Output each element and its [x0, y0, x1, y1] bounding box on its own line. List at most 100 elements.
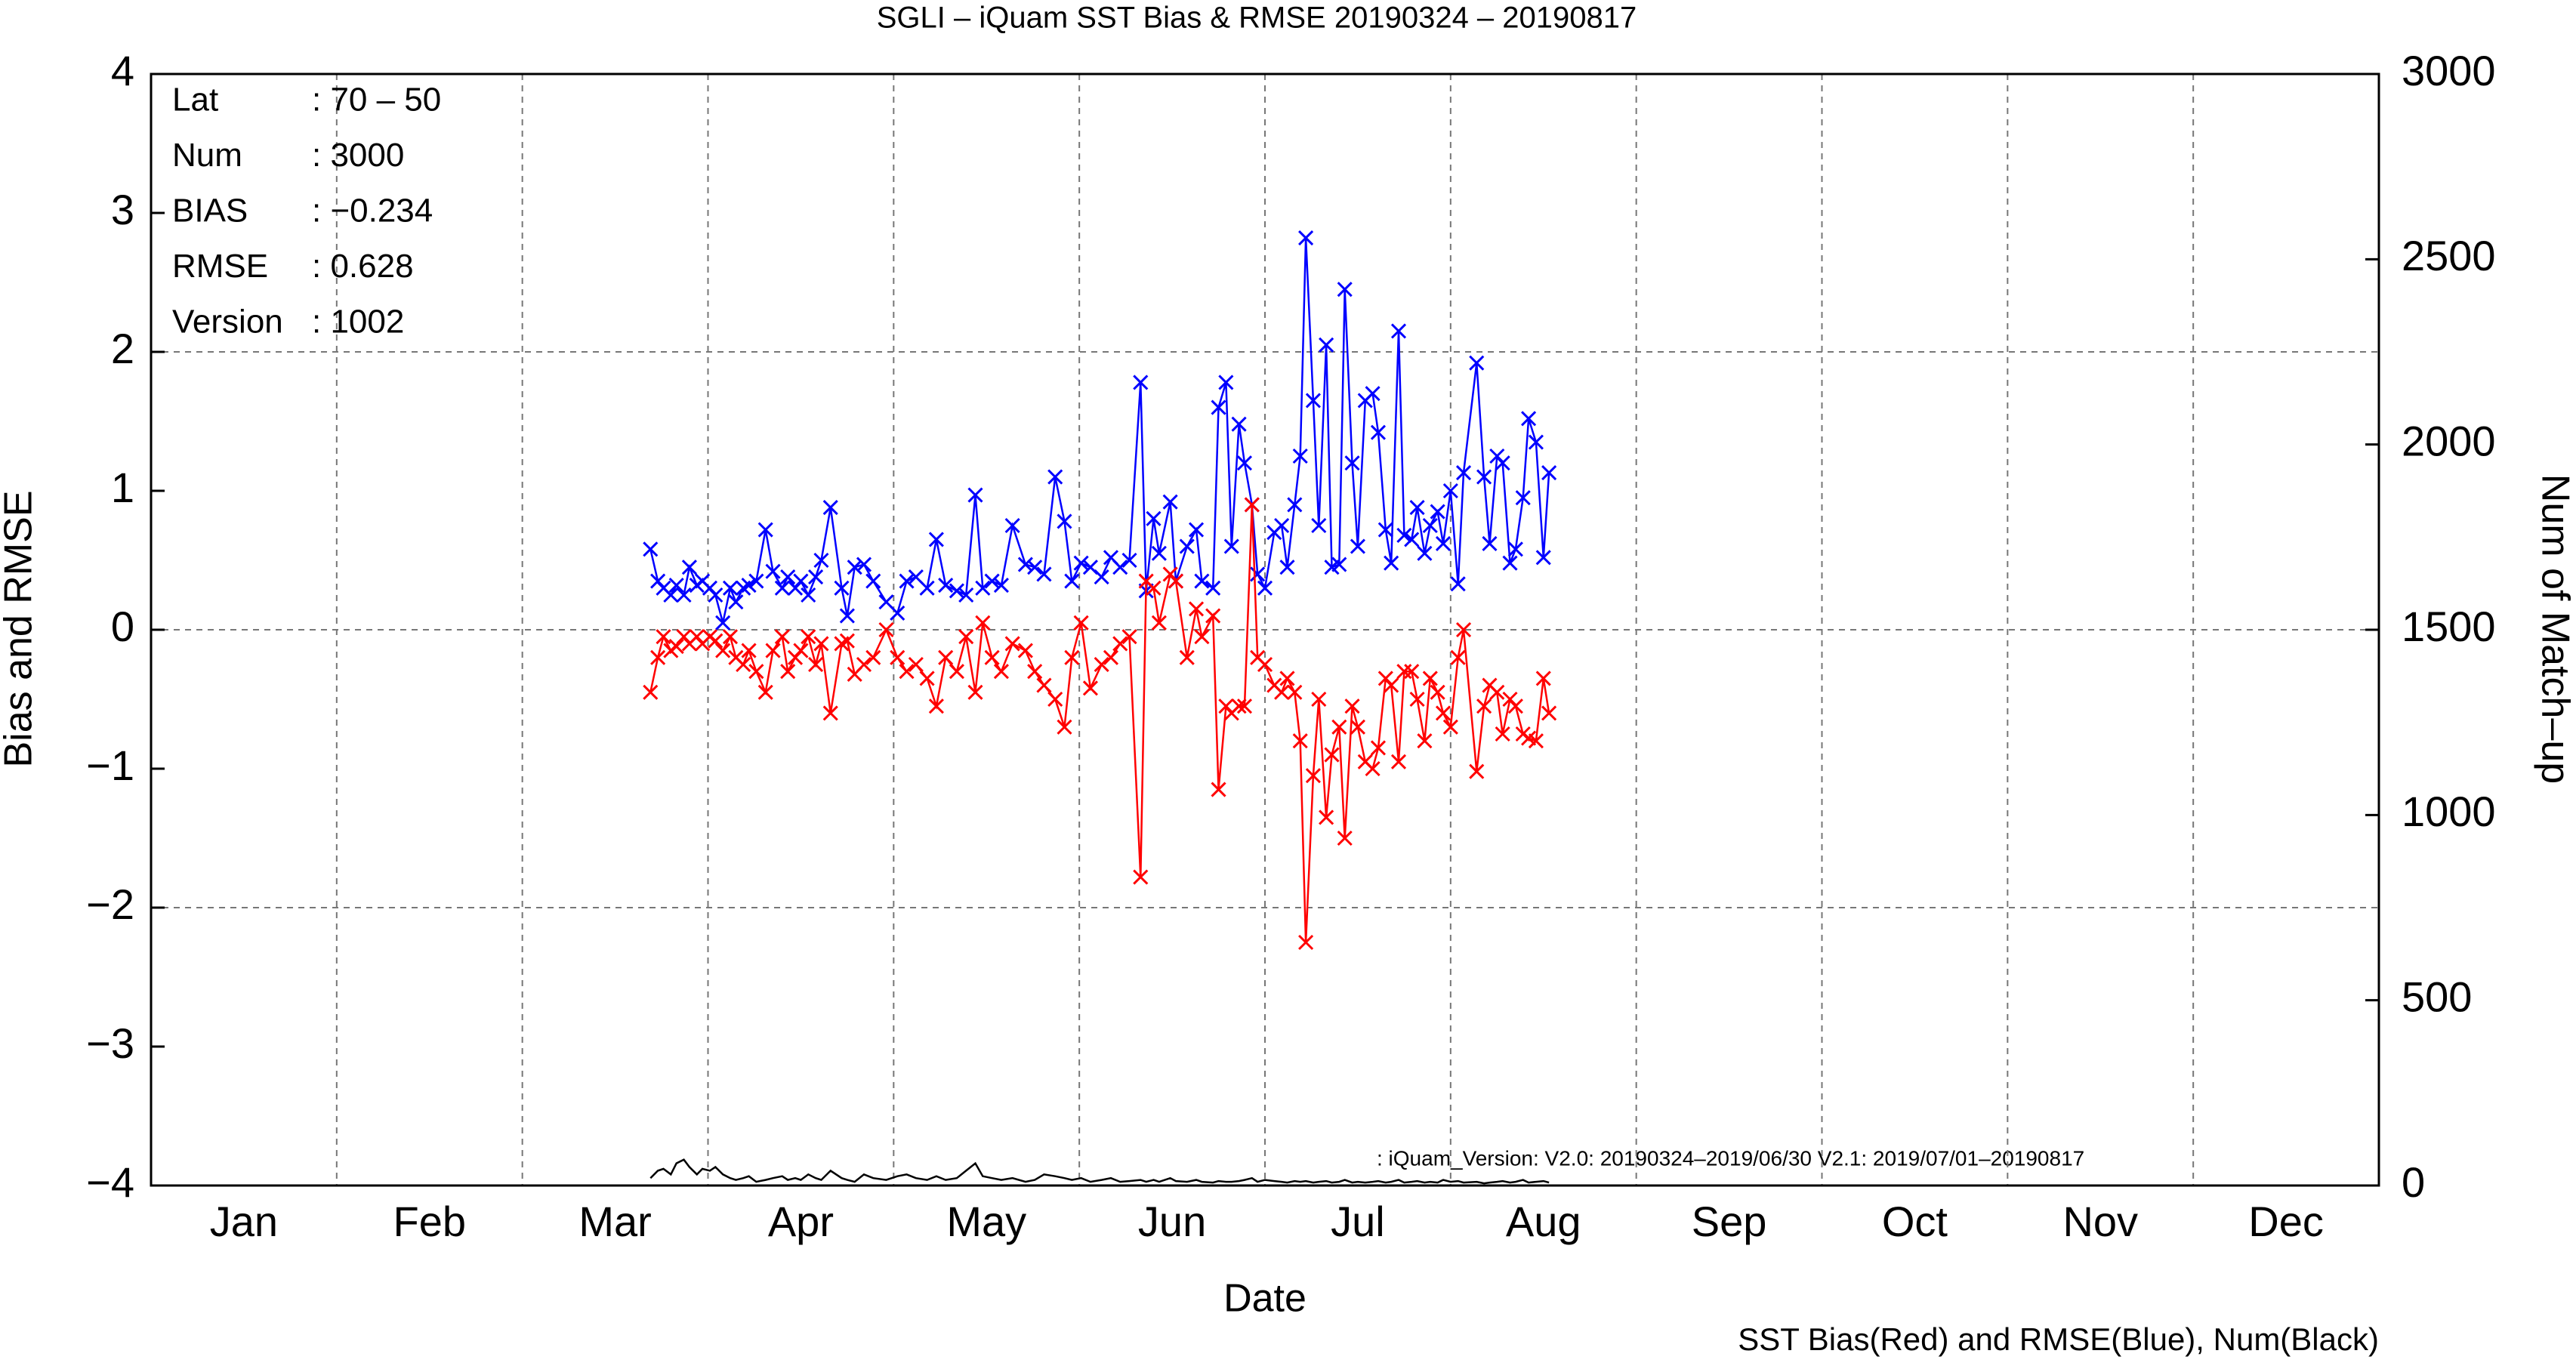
- data-point: [668, 639, 684, 655]
- data-point: [708, 633, 723, 649]
- data-point: [1331, 719, 1347, 735]
- data-point: [958, 629, 974, 645]
- data-point: [1047, 691, 1063, 708]
- y-tick-label: 2: [111, 325, 134, 372]
- data-point: [757, 684, 773, 700]
- data-point: [1047, 469, 1063, 485]
- data-point: [1036, 566, 1052, 582]
- data-point: [834, 580, 850, 596]
- data-point: [1223, 538, 1239, 554]
- data-point: [1305, 768, 1321, 784]
- data-point: [663, 587, 679, 603]
- chart-title: SGLI – iQuam SST Bias & RMSE 20190324 – …: [877, 2, 1637, 35]
- data-point: [993, 578, 1009, 594]
- data-point: [1017, 557, 1033, 572]
- data-point: [878, 621, 894, 638]
- data-point: [1507, 541, 1523, 557]
- annotation: : iQuam_Version: V2.0: 20190324–2019/06/…: [1377, 1146, 2084, 1170]
- data-point: [1146, 580, 1162, 596]
- data-point: [1094, 656, 1109, 673]
- data-point: [1377, 522, 1393, 538]
- data-point: [1455, 621, 1472, 638]
- data-point: [1476, 698, 1492, 714]
- data-point: [793, 643, 809, 658]
- data-point: [813, 636, 829, 652]
- y2-axis-label: Num of Match–up: [2533, 474, 2576, 784]
- data-point: [1292, 733, 1308, 749]
- data-point: [1274, 684, 1290, 700]
- data-point: [1365, 386, 1381, 402]
- data-point: [1495, 726, 1510, 742]
- data-point: [748, 573, 764, 589]
- data-point: [1094, 569, 1109, 585]
- data-point: [793, 573, 809, 589]
- y-tick-label: 3: [111, 186, 134, 233]
- data-point: [1218, 375, 1234, 390]
- x-tick-label: Jun: [1138, 1198, 1206, 1245]
- data-point: [736, 656, 751, 673]
- data-point: [1344, 698, 1360, 714]
- data-point: [1121, 629, 1137, 645]
- x-tick-label: Sep: [1692, 1198, 1767, 1245]
- data-point: [1541, 465, 1557, 481]
- data-point: [1370, 424, 1387, 440]
- data-point: [1515, 490, 1531, 506]
- data-point: [1205, 608, 1221, 624]
- data-point: [1417, 733, 1433, 749]
- data-point: [774, 629, 790, 645]
- data-point: [839, 608, 855, 624]
- data-point: [1004, 517, 1020, 534]
- data-point: [938, 578, 954, 594]
- y-tick-label: −3: [86, 1019, 134, 1067]
- x-tick-label: Mar: [578, 1198, 651, 1245]
- data-point: [1004, 636, 1020, 652]
- data-point: [1541, 705, 1557, 721]
- data-point: [1521, 411, 1537, 427]
- data-point: [765, 563, 781, 579]
- data-point: [1404, 664, 1420, 680]
- data-point: [1064, 649, 1080, 665]
- data-point: [1151, 545, 1167, 561]
- data-point: [1205, 580, 1221, 596]
- data-point: [1057, 719, 1072, 735]
- data-point: [1430, 684, 1445, 700]
- data-point: [1396, 664, 1412, 680]
- data-point: [780, 569, 796, 585]
- data-point: [984, 649, 1000, 665]
- y2-tick-label: 3000: [2402, 47, 2496, 94]
- data-point: [1337, 830, 1353, 846]
- data-point: [1082, 680, 1098, 696]
- y-axis-label: Bias and RMSE: [0, 490, 41, 767]
- data-point: [1057, 513, 1072, 529]
- x-tick-label: Aug: [1506, 1198, 1581, 1245]
- data-point: [1133, 869, 1149, 885]
- data-point: [765, 643, 781, 658]
- data-point: [1370, 740, 1387, 756]
- data-point: [1396, 527, 1412, 543]
- data-point: [813, 552, 829, 569]
- data-point: [890, 605, 905, 621]
- data-point: [938, 649, 954, 665]
- data-point: [1298, 230, 1314, 246]
- y2-tick-label: 500: [2402, 973, 2472, 1020]
- data-point: [715, 643, 731, 658]
- data-point: [1231, 698, 1247, 714]
- data-point: [1319, 809, 1334, 825]
- data-point: [1528, 434, 1544, 450]
- data-point: [1384, 555, 1399, 571]
- data-point: [1390, 754, 1407, 769]
- data-point: [1455, 465, 1472, 481]
- data-point: [801, 587, 816, 603]
- data-point: [722, 629, 739, 645]
- data-point: [919, 580, 935, 596]
- x-tick-label: Jul: [1331, 1198, 1385, 1245]
- data-point: [1211, 782, 1226, 797]
- data-point: [1311, 517, 1327, 534]
- data-point: [958, 587, 974, 603]
- info-value: : −0.234: [312, 193, 433, 230]
- data-point: [1151, 615, 1167, 631]
- x-tick-label: Nov: [2062, 1198, 2138, 1245]
- y-tick-label: −1: [86, 742, 134, 789]
- data-point: [1305, 393, 1321, 409]
- data-point: [1384, 677, 1399, 693]
